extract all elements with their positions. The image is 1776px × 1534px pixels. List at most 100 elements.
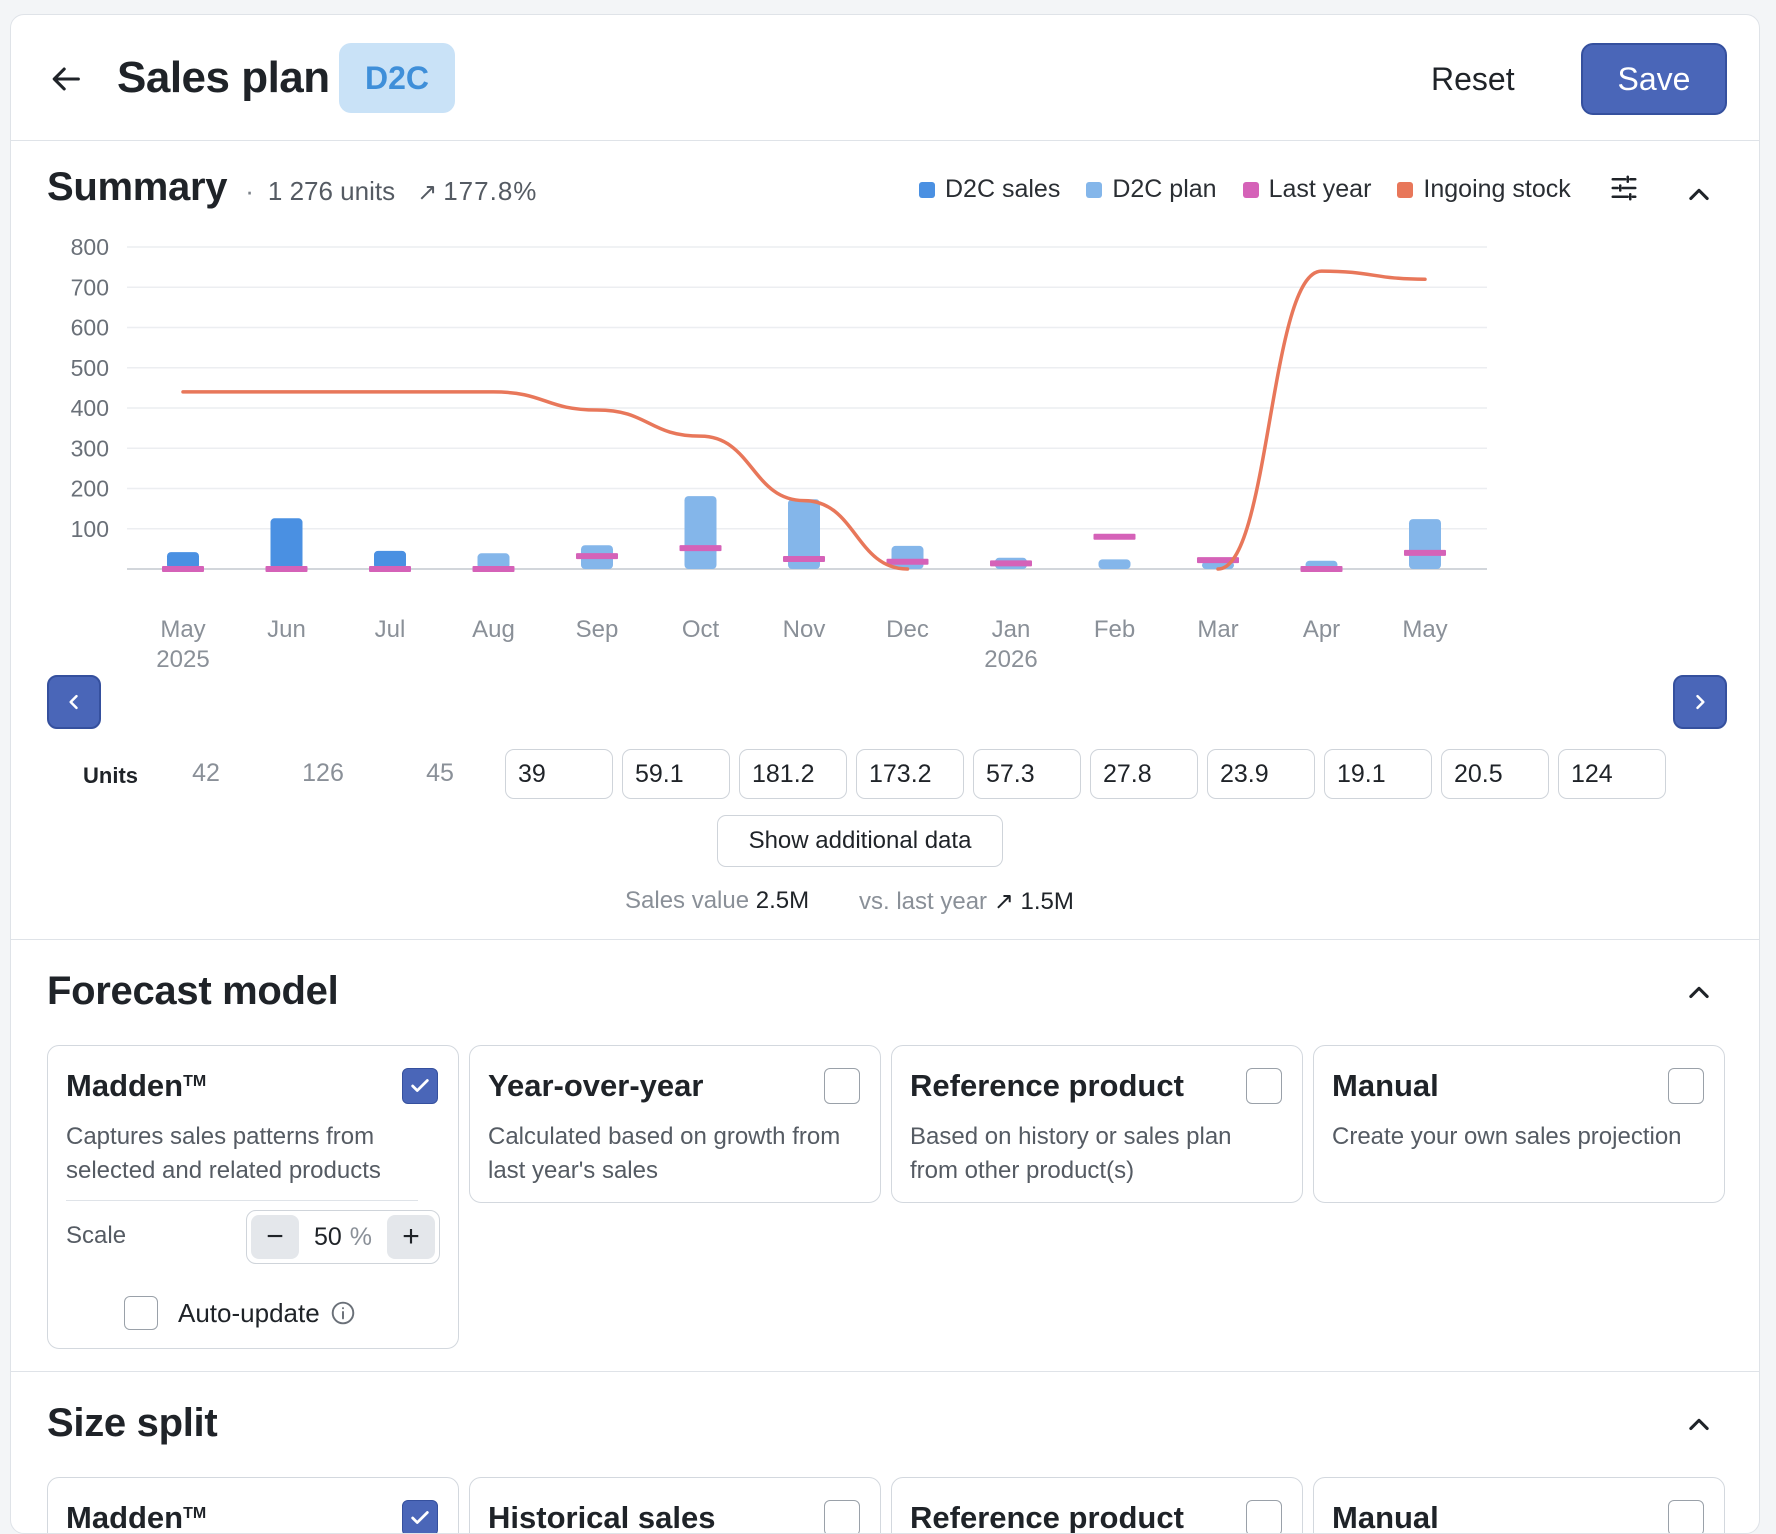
bar-d2c-sales [270, 518, 303, 569]
last-year-marker [162, 566, 204, 572]
bar-d2c-plan [1098, 559, 1131, 569]
size-split-card-madden[interactable]: MaddenTM [47, 1477, 459, 1533]
sales-value: Sales value 2.5M [625, 887, 809, 915]
chart-settings-button[interactable] [1609, 173, 1639, 208]
size-manual-checkbox[interactable] [1668, 1500, 1704, 1533]
page-header: Sales plan D2C Reset Save [11, 15, 1759, 141]
x-tick-label: Jun [267, 616, 306, 643]
unit-input-sep[interactable] [622, 749, 730, 799]
summary-chart: 100 200 300 400 500 600 700 800 May 2025 Jun Jul Aug… [71, 234, 1487, 673]
unit-input-mar[interactable] [1324, 749, 1432, 799]
size-split-title: Size split [47, 1401, 218, 1445]
forecast-card-year-over-year[interactable]: Year-over-year Calculated based on growt… [469, 1045, 881, 1203]
reset-button[interactable]: Reset [1431, 57, 1515, 101]
forecast-card-manual[interactable]: Manual Create your own sales projection [1313, 1045, 1725, 1203]
forecast-card-reference-product[interactable]: Reference product Based on history or sa… [891, 1045, 1303, 1203]
unit-input-feb[interactable] [1207, 749, 1315, 799]
scale-label: Scale [66, 1222, 127, 1249]
legend-item-d2c-plan[interactable]: D2C plan [1086, 175, 1217, 204]
size-reference-product-checkbox[interactable] [1246, 1500, 1282, 1533]
card-title: Reference product [910, 1500, 1184, 1534]
auto-update-checkbox[interactable] [124, 1296, 158, 1330]
historical-sales-checkbox[interactable] [824, 1500, 860, 1533]
unit-input-oct[interactable] [739, 749, 847, 799]
scale-value[interactable]: 50% [314, 1223, 372, 1252]
x-tick-label: May [1402, 616, 1447, 643]
unit-input-nov[interactable] [856, 749, 964, 799]
last-year-marker [886, 558, 929, 565]
chart-prev-button[interactable] [47, 675, 101, 729]
reference-product-checkbox[interactable] [1246, 1068, 1282, 1104]
summary-units: 1 276 units [267, 176, 396, 206]
size-split-card-reference-product[interactable]: Reference product [891, 1477, 1303, 1534]
sales-value-label: Sales value [625, 887, 750, 914]
y-tick-label: 700 [71, 274, 109, 300]
trademark: TM [183, 1505, 207, 1522]
x-tick-label: Feb [1094, 616, 1135, 643]
unit-input-dec[interactable] [973, 749, 1081, 799]
last-year-marker [1197, 557, 1239, 564]
y-tick-label: 500 [71, 355, 109, 381]
bar-d2c-plan [788, 499, 820, 569]
legend-item-last-year[interactable]: Last year [1242, 175, 1372, 204]
bar-d2c-plan [684, 496, 717, 569]
card-title: Historical sales [488, 1500, 716, 1534]
chart-legend: D2C sales D2C plan Last year Ingoing sto… [919, 175, 1597, 204]
trademark: TM [183, 1073, 207, 1090]
legend-label: D2C plan [1112, 175, 1217, 203]
scale-increment-button[interactable]: + [386, 1215, 435, 1259]
summary-title: Summary [47, 165, 228, 209]
page-title: Sales plan [117, 53, 330, 102]
chevron-up-icon [1689, 188, 1709, 201]
manual-checkbox[interactable] [1668, 1068, 1704, 1104]
y-tick-label: 800 [71, 234, 109, 260]
unit-input-may-2026[interactable] [1558, 749, 1666, 799]
size-split-card-historical-sales[interactable]: Historical sales [469, 1477, 881, 1534]
x-tick-label: 2026 [984, 646, 1037, 673]
legend-item-ingoing-stock[interactable]: Ingoing stock [1397, 175, 1571, 204]
save-button[interactable]: Save [1581, 43, 1727, 115]
forecast-collapse-button[interactable] [1679, 973, 1719, 1013]
legend-label: D2C sales [945, 175, 1061, 203]
summary-collapse-button[interactable] [1679, 175, 1719, 215]
card-title: MaddenTM [66, 1068, 206, 1104]
unit-input-jan-2026[interactable] [1090, 749, 1198, 799]
trend-up-icon: ↗ [993, 888, 1014, 915]
vs-last-year-amount: 1.5M [1020, 888, 1074, 915]
card-description: Based on history or sales plan from othe… [910, 1123, 1232, 1184]
card-title-text: Madden [66, 1068, 184, 1103]
card-title: Reference product [910, 1068, 1184, 1103]
x-tick-label: Jan [992, 616, 1031, 643]
x-tick-label: Dec [886, 616, 929, 643]
units-row-label: Units [83, 763, 138, 788]
madden-checkbox[interactable] [402, 1068, 438, 1104]
legend-item-d2c-sales[interactable]: D2C sales [919, 175, 1060, 204]
forecast-card-madden[interactable]: MaddenTM Captures sales patterns from se… [47, 1045, 459, 1349]
size-split-collapse-button[interactable] [1679, 1405, 1719, 1445]
arrow-left-icon [52, 67, 80, 91]
size-split-card-manual[interactable]: Manual [1313, 1477, 1725, 1534]
bar-d2c-sales [167, 552, 199, 569]
size-madden-checkbox[interactable] [402, 1500, 438, 1533]
card-title: Manual [1332, 1068, 1439, 1103]
show-additional-data-button[interactable]: Show additional data [717, 815, 1003, 867]
card-title: Manual [1332, 1500, 1439, 1534]
year-over-year-checkbox[interactable] [824, 1068, 860, 1104]
chart-next-button[interactable] [1673, 675, 1727, 729]
unit-input-aug[interactable] [505, 749, 613, 799]
scale-decrement-button[interactable]: − [251, 1215, 299, 1259]
card-description: Create your own sales projection [1332, 1123, 1682, 1150]
back-button[interactable] [45, 57, 89, 101]
legend-swatch [1086, 181, 1103, 198]
x-tick-label: 2025 [156, 646, 209, 673]
legend-label: Last year [1268, 175, 1372, 203]
auto-update-toggle[interactable]: Auto-update [124, 1296, 356, 1330]
info-icon[interactable] [330, 1300, 356, 1326]
last-year-marker [1093, 533, 1136, 540]
section-divider [11, 1371, 1759, 1372]
unit-input-apr[interactable] [1441, 749, 1549, 799]
legend-swatch [1397, 181, 1414, 198]
forecast-model-title: Forecast model [47, 969, 339, 1013]
last-year-marker [265, 566, 308, 572]
unit-value-jul: 45 [426, 759, 454, 787]
